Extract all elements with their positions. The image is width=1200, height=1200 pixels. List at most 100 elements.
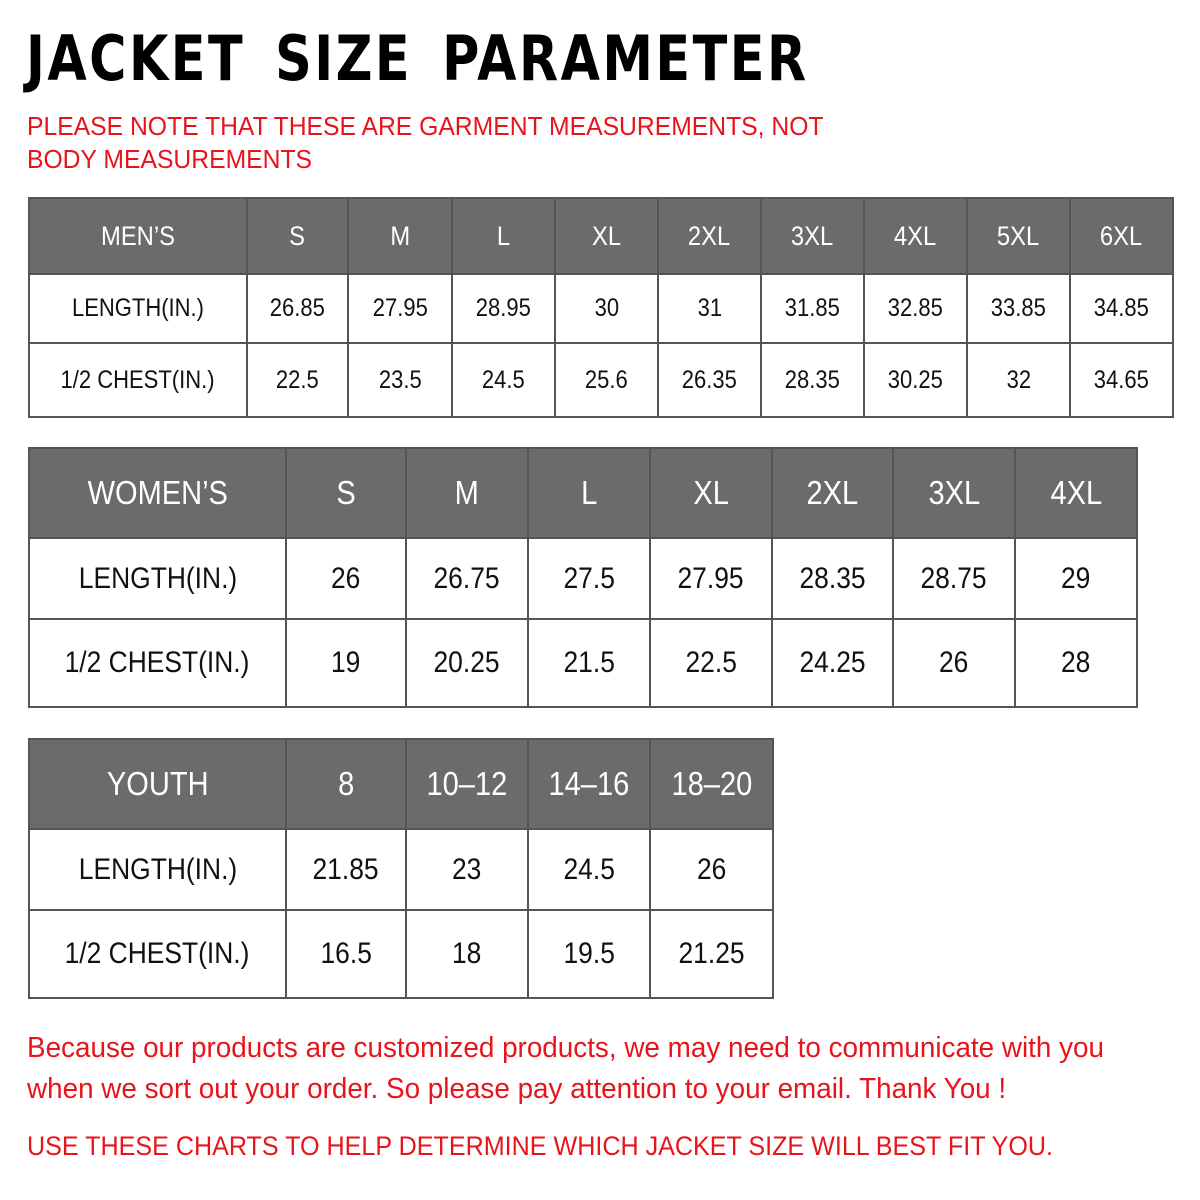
measurement-value: 22.5 (649, 618, 773, 708)
cell-text: 20.25 (433, 646, 501, 679)
size-header-cell: 5XL (966, 197, 1071, 275)
cell-text: 2XL (688, 220, 731, 251)
measurement-value: 26 (649, 828, 774, 911)
measurement-value: 16.5 (285, 909, 407, 999)
measurement-value: 25.6 (554, 342, 659, 418)
cell-text: 27.95 (372, 294, 428, 322)
cell-text: L (496, 220, 511, 251)
womens-size-table: WOMEN’S S M L XL 2XL 3XL 4XL LENGTH(IN.) 26 26.75 2… (28, 447, 1138, 708)
size-header-cell: 2XL (771, 447, 894, 539)
measurement-label: 1/2 CHEST(IN.) (28, 909, 287, 999)
measurement-value: 21.25 (649, 909, 774, 999)
measurement-value: 32 (966, 342, 1071, 418)
cell-text: 28.75 (920, 561, 988, 595)
measurement-value: 19.5 (527, 909, 651, 999)
measurement-value: 32.85 (863, 273, 968, 344)
size-header-cell: L (451, 197, 556, 275)
cell-text: 25.6 (585, 365, 628, 394)
cell-text: 32.85 (887, 294, 944, 322)
cell-text: XL (693, 474, 729, 511)
cell-text: YOUTH (106, 765, 209, 802)
page-title: JACKET SIZE PARAMETER (26, 22, 809, 95)
measurement-value: 26.85 (246, 273, 349, 344)
cell-text: 30.25 (887, 365, 944, 394)
measurement-label: LENGTH(IN.) (28, 537, 287, 620)
size-header-cell: XL (649, 447, 773, 539)
cell-text: 1/2 CHEST(IN.) (65, 646, 250, 679)
cell-text: 27.5 (563, 561, 615, 595)
cell-text: WOMEN’S (87, 474, 228, 511)
measurement-value: 26 (285, 537, 407, 620)
cell-text: LENGTH(IN.) (78, 852, 237, 886)
measurement-value: 31 (657, 273, 762, 344)
cell-text: 5XL (997, 220, 1040, 251)
table-category-label: YOUTH (28, 738, 287, 830)
table-category-label: MEN’S (28, 197, 248, 275)
measurement-value: 19 (285, 618, 407, 708)
size-header-cell: 2XL (657, 197, 762, 275)
measurement-label: 1/2 CHEST(IN.) (28, 342, 248, 418)
cell-text: 29 (1061, 561, 1091, 595)
size-header-cell: 4XL (863, 197, 968, 275)
cell-text: 28.95 (475, 294, 532, 322)
size-header-cell: S (246, 197, 349, 275)
cell-text: 22.5 (276, 365, 319, 394)
measurement-value: 27.95 (347, 273, 453, 344)
table-row: LENGTH(IN.) 21.85 23 24.5 26 (28, 828, 774, 911)
measurement-value: 24.25 (771, 618, 894, 708)
size-header-cell: 6XL (1069, 197, 1174, 275)
measurement-value: 30 (554, 273, 659, 344)
cell-text: 4XL (1050, 474, 1102, 511)
cell-text: LENGTH(IN.) (78, 561, 237, 595)
measurement-value: 28.95 (451, 273, 556, 344)
cell-text: 24.5 (482, 365, 525, 394)
size-header-cell: 18–20 (649, 738, 774, 830)
table-category-label: WOMEN’S (28, 447, 287, 539)
table-row: 1/2 CHEST(IN.) 16.5 18 19.5 21.25 (28, 909, 774, 999)
measurement-value: 28 (1014, 618, 1138, 708)
cell-text: 30 (594, 294, 619, 322)
measurement-value: 28.35 (771, 537, 894, 620)
table-row: LENGTH(IN.) 26 26.75 27.5 27.95 28.35 28.75 29 (28, 537, 1138, 620)
cell-text: S (289, 220, 306, 251)
cell-text: 21.5 (563, 646, 615, 679)
measurement-label: LENGTH(IN.) (28, 273, 248, 344)
table-header-row: WOMEN’S S M L XL 2XL 3XL 4XL (28, 447, 1138, 539)
cell-text: M (454, 474, 480, 511)
table-row: 1/2 CHEST(IN.) 19 20.25 21.5 22.5 24.25 26 28 (28, 618, 1138, 708)
cell-text: 18–20 (671, 765, 752, 802)
measurement-value: 26.35 (657, 342, 762, 418)
cell-text: MEN’S (101, 220, 175, 251)
table-row: LENGTH(IN.) 26.85 27.95 28.95 30 31 31.85 32.85… (28, 273, 1174, 344)
measurement-value: 26.75 (405, 537, 529, 620)
measurement-value: 34.65 (1069, 342, 1174, 418)
size-header-cell: 3XL (892, 447, 1016, 539)
size-header-cell: S (285, 447, 407, 539)
cell-text: 8 (337, 765, 355, 802)
cell-text: XL (591, 220, 622, 251)
size-header-cell: M (405, 447, 529, 539)
measurement-value: 20.25 (405, 618, 529, 708)
measurement-value: 23 (405, 828, 529, 911)
size-header-cell: XL (554, 197, 659, 275)
table-header-row: YOUTH 8 10–12 14–16 18–20 (28, 738, 774, 830)
cell-text: 21.25 (678, 937, 745, 970)
cell-text: 28.35 (799, 561, 866, 595)
measurement-value: 34.85 (1069, 273, 1174, 344)
cell-text: 26.75 (433, 561, 501, 595)
cell-text: 14–16 (548, 765, 630, 802)
cell-text: 33.85 (990, 294, 1047, 322)
measurement-value: 24.5 (527, 828, 651, 911)
cell-text: 10–12 (426, 765, 508, 802)
size-header-cell: 10–12 (405, 738, 529, 830)
cell-text: 24.25 (799, 646, 866, 679)
cell-text: M (390, 220, 410, 251)
size-header-cell: 4XL (1014, 447, 1138, 539)
customization-message: Because our products are customized prod… (27, 1032, 1105, 1105)
cell-text: 21.85 (312, 852, 380, 886)
cell-text: 26 (939, 646, 969, 679)
measurement-value: 28.35 (760, 342, 865, 418)
cell-text: 26.35 (681, 365, 738, 394)
measurement-note: PLEASE NOTE THAT THESE ARE GARMENT MEASU… (27, 111, 824, 174)
measurement-value: 21.5 (527, 618, 651, 708)
